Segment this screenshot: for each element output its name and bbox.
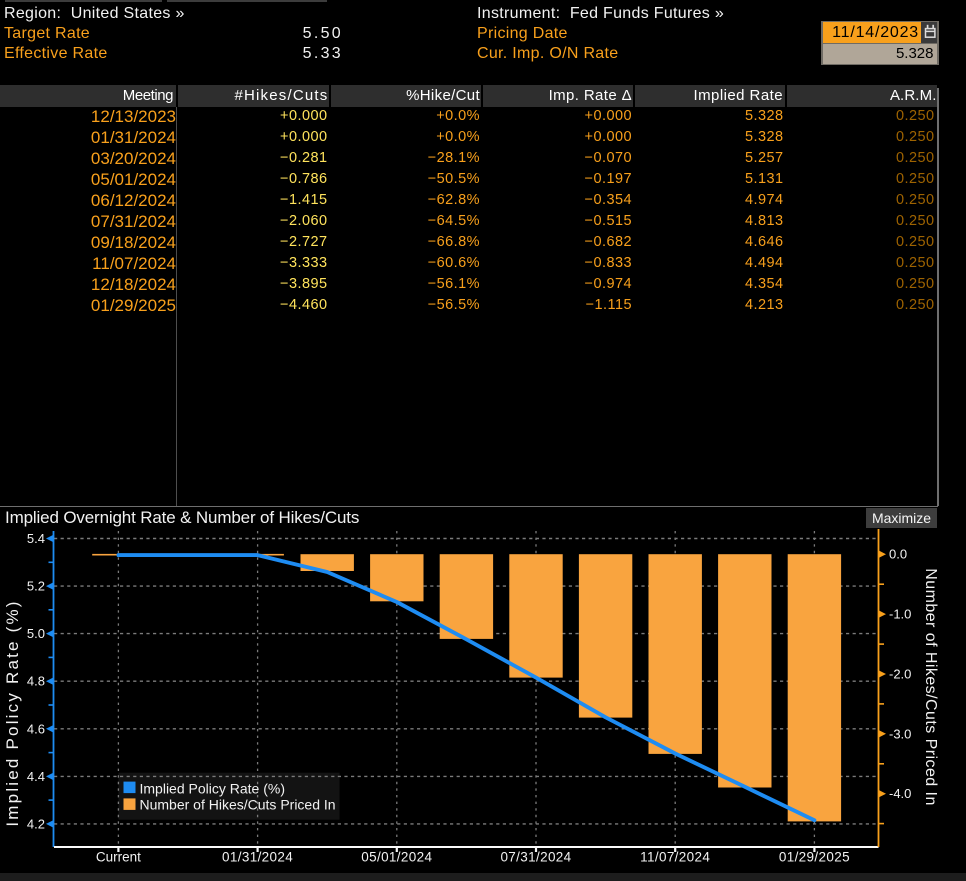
svg-text:-1.0: -1.0	[889, 607, 911, 622]
svg-text:Number of Hikes/Cuts Priced In: Number of Hikes/Cuts Priced In	[140, 797, 336, 813]
svg-text:5.2: 5.2	[27, 579, 45, 594]
svg-text:Number of Hikes/Cuts Priced In: Number of Hikes/Cuts Priced In	[922, 568, 939, 806]
svg-text:5.0: 5.0	[27, 626, 45, 641]
svg-text:Current: Current	[96, 850, 141, 865]
svg-text:Implied Policy Rate (%): Implied Policy Rate (%)	[3, 599, 22, 826]
svg-text:Implied Policy Rate (%): Implied Policy Rate (%)	[140, 780, 286, 796]
svg-text:4.8: 4.8	[27, 674, 45, 689]
svg-text:4.4: 4.4	[27, 769, 45, 784]
svg-text:11/07/2024: 11/07/2024	[640, 850, 710, 865]
svg-text:0.0: 0.0	[889, 547, 907, 562]
svg-text:-4.0: -4.0	[889, 786, 911, 801]
svg-text:5.4: 5.4	[27, 531, 45, 546]
svg-text:07/31/2024: 07/31/2024	[500, 850, 571, 865]
svg-text:-3.0: -3.0	[889, 726, 911, 741]
svg-text:4.2: 4.2	[27, 816, 45, 831]
svg-text:01/31/2024: 01/31/2024	[222, 850, 293, 865]
svg-text:4.6: 4.6	[27, 721, 45, 736]
svg-text:01/29/2025: 01/29/2025	[779, 850, 850, 865]
svg-text:-2.0: -2.0	[889, 667, 911, 682]
svg-text:05/01/2024: 05/01/2024	[361, 850, 432, 865]
